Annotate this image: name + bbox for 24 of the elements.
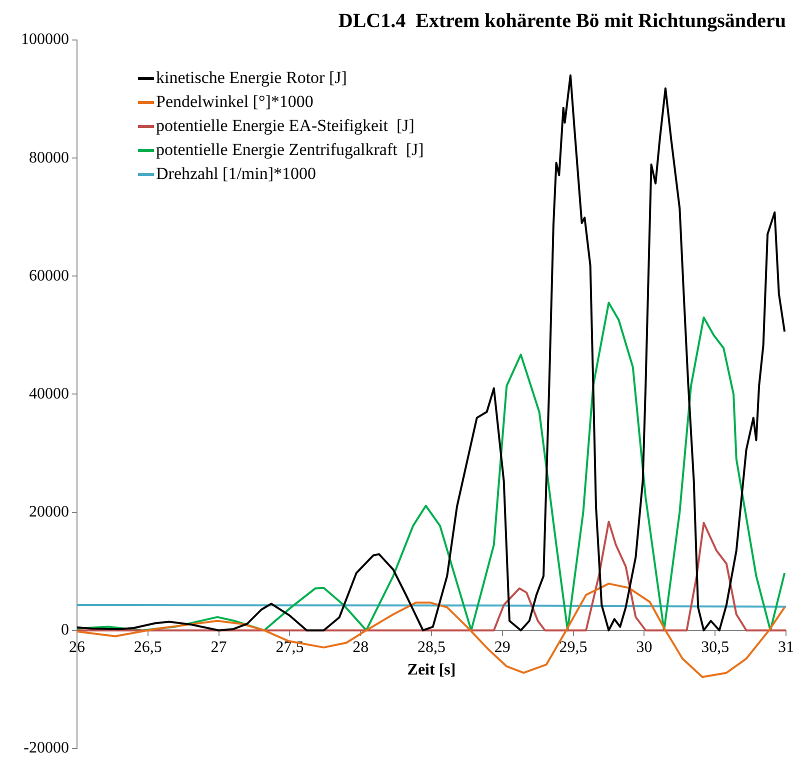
y-tick-label: 40000 bbox=[29, 385, 69, 402]
y-tick-label: 80000 bbox=[29, 149, 69, 166]
legend-label: potentielle Energie Zentrifugalkraft [J] bbox=[156, 139, 424, 161]
x-tick-label: 28 bbox=[352, 639, 369, 656]
x-tick-label: 31 bbox=[778, 639, 794, 656]
x-tick-label: 29 bbox=[494, 639, 510, 656]
x-axis-title: Zeit [s] bbox=[407, 661, 456, 678]
x-tick-label: 28,5 bbox=[418, 639, 446, 656]
y-tick-label: 0 bbox=[61, 622, 69, 639]
x-tick-label: 27 bbox=[210, 639, 227, 656]
x-tick-label: 29,5 bbox=[559, 639, 588, 656]
x-tick-label: 30 bbox=[636, 639, 652, 656]
legend-label: Drehzahl [1/min]*1000 bbox=[156, 163, 316, 185]
legend-label: potentielle Energie EA-Steifigkeit [J] bbox=[156, 115, 414, 137]
chart-title: DLC1.4 Extrem kohärente Bö mit Richtungsänderu bbox=[338, 10, 786, 32]
x-tick-label: 30,5 bbox=[701, 639, 730, 656]
y-tick-label: 100000 bbox=[21, 31, 69, 48]
y-tick-label: 20000 bbox=[29, 503, 69, 520]
legend-label: kinetische Energie Rotor [J] bbox=[156, 67, 347, 89]
legend-label: Pendelwinkel [°]*1000 bbox=[156, 91, 314, 113]
x-tick-label: 26,5 bbox=[134, 639, 162, 656]
y-tick-label: 60000 bbox=[29, 267, 69, 284]
y-tick-label: -20000 bbox=[24, 740, 69, 757]
x-tick-label: 26 bbox=[69, 639, 85, 656]
